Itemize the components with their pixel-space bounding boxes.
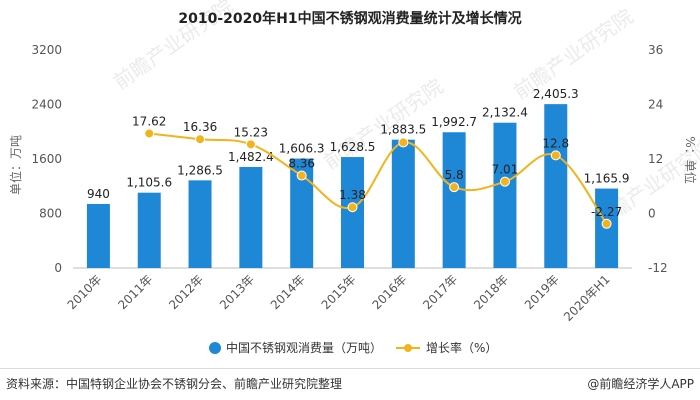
- line-value-label: 16.36: [183, 120, 217, 134]
- bar: [290, 158, 314, 268]
- line-value-label: 15.23: [234, 125, 268, 139]
- bar-value-label: 1,105.6: [126, 176, 172, 190]
- right-tick-label: 12: [648, 152, 663, 166]
- bar-value-label: 1,883.5: [380, 123, 426, 137]
- line-point: [550, 150, 561, 161]
- right-tick-label: 24: [648, 98, 663, 112]
- line-value-label: -2.27: [591, 205, 622, 219]
- x-tick-label: 2014年: [268, 272, 308, 312]
- left-tick-label: 800: [39, 207, 62, 221]
- bar: [188, 180, 212, 268]
- legend-line-marker: [404, 344, 412, 352]
- x-tick-label: 2019年: [522, 272, 562, 312]
- left-axis-title: 单位：万吨: [8, 135, 23, 195]
- x-tick-label: 2012年: [166, 272, 206, 312]
- line-value-label: 5.8: [445, 168, 464, 182]
- bar-series: [86, 104, 619, 268]
- line-value-label: 7.01: [492, 163, 519, 177]
- bar: [137, 192, 161, 268]
- legend-bar-swatch: [209, 342, 221, 354]
- footer: 资料来源：中国特钢企业协会不锈钢分会、前瞻产业研究院整理 @前瞻经济学人APP: [0, 368, 700, 400]
- bar: [442, 132, 466, 268]
- x-tick-label: 2016年: [369, 272, 409, 312]
- x-tick-label: 2018年: [471, 272, 511, 312]
- right-axis: -12 0 12 24 36: [648, 43, 668, 275]
- growth-line: [149, 132, 608, 225]
- left-tick-label: 0: [54, 261, 62, 275]
- right-axis-title: %：单位: [683, 136, 698, 183]
- line-value-label: 1.38: [339, 188, 366, 202]
- legend-bar-label: 中国不锈钢观消费量（万吨）: [226, 340, 382, 355]
- right-tick-label: -12: [648, 261, 668, 275]
- bar-value-label: 1,482.4: [228, 150, 274, 164]
- line-point: [601, 218, 612, 229]
- bar: [391, 139, 415, 268]
- line-point: [398, 137, 409, 148]
- line-point: [499, 176, 510, 187]
- bar: [341, 157, 364, 268]
- left-tick-label: 2400: [31, 98, 62, 112]
- right-tick-label: 0: [648, 207, 656, 221]
- line-point: [347, 202, 358, 213]
- legend: 中国不锈钢观消费量（万吨） 增长率（%）: [209, 340, 497, 355]
- left-tick-label: 1600: [31, 152, 62, 166]
- bar-value-label: 1,628.5: [330, 140, 376, 154]
- bar: [544, 104, 568, 268]
- bar: [493, 122, 517, 268]
- bar: [239, 167, 263, 268]
- bar-value-label: 940: [87, 187, 110, 201]
- bar-value-label: 1,165.9: [584, 172, 630, 186]
- line-value-label: 17.62: [132, 114, 166, 128]
- line-point: [449, 182, 460, 193]
- x-tick-label: 2020年H1: [561, 272, 613, 324]
- bar-labels: 940 1,105.6 1,286.5 1,482.4 1,606.3 1,628.5 1,…: [87, 87, 630, 201]
- bar-value-label: 1,606.3: [279, 142, 325, 156]
- x-tick-label: 2010年: [65, 272, 105, 312]
- line-point: [195, 134, 206, 145]
- line-series: 17.62 16.36 15.23 8.36 1.38 5.8 7.01 12.8 -2.27: [132, 114, 622, 229]
- left-axis: 0 800 1600 2400 3200: [31, 43, 62, 275]
- x-axis: 2010年 2011年 2012年 2013年 2014年 2015年 2016年 2017年…: [65, 272, 613, 324]
- x-tick-label: 2017年: [420, 272, 460, 312]
- line-point: [245, 139, 256, 150]
- chart-title: 2010-2020年H1中国不锈钢观消费量统计及增长情况: [178, 11, 522, 27]
- legend-line-label: 增长率（%）: [426, 340, 497, 355]
- line-point: [144, 128, 155, 139]
- bar-value-label: 2,405.3: [533, 87, 579, 101]
- line-value-label: 8.36: [288, 157, 315, 171]
- brand-credit: @前瞻经济学人APP: [587, 377, 694, 391]
- x-tick-label: 2013年: [217, 272, 257, 312]
- left-tick-label: 3200: [31, 43, 62, 57]
- watermark-text: 前瞻产业研究院: [109, 0, 237, 94]
- x-tick-label: 2015年: [319, 272, 359, 312]
- right-tick-label: 36: [648, 43, 663, 57]
- bar-value-label: 2,132.4: [482, 106, 528, 120]
- source-note: 资料来源：中国特钢企业协会不锈钢分会、前瞻产业研究院整理: [6, 377, 343, 391]
- line-value-label: 12.8: [542, 136, 569, 150]
- x-tick-label: 2011年: [115, 272, 155, 312]
- bar-value-label: 1,286.5: [177, 163, 223, 177]
- bar: [86, 203, 110, 268]
- line-point: [296, 170, 307, 181]
- bar-value-label: 1,992.7: [431, 115, 477, 129]
